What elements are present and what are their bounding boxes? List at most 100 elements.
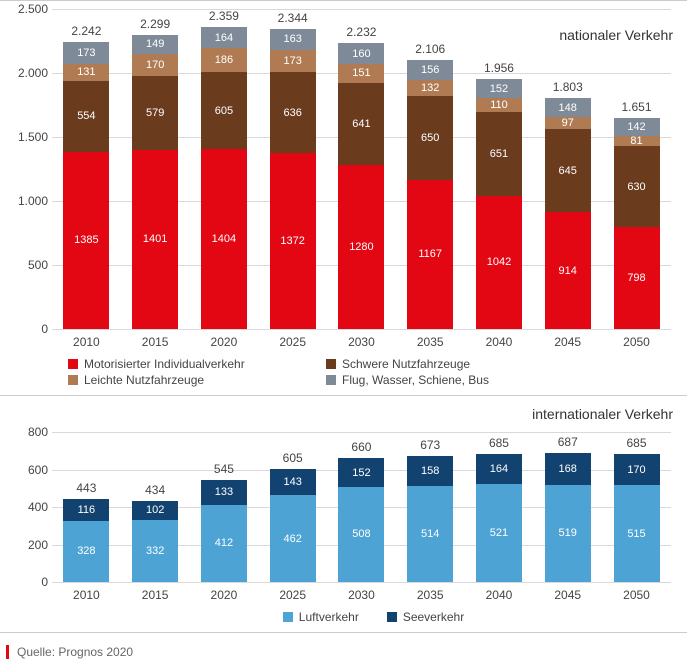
bar-segment: 1167 xyxy=(407,180,453,329)
bar-total-label: 1.956 xyxy=(484,61,514,75)
segment-value-label: 143 xyxy=(283,476,301,488)
bar-segment: 641 xyxy=(338,83,384,165)
x-axis-label: 2030 xyxy=(338,335,384,349)
segment-value-label: 164 xyxy=(490,463,508,475)
segment-value-label: 798 xyxy=(627,272,645,284)
segment-value-label: 515 xyxy=(627,528,645,540)
grid-line xyxy=(52,582,671,583)
bar-segment: 81 xyxy=(614,136,660,146)
bar-segment: 132 xyxy=(407,80,453,97)
x-axis-label: 2035 xyxy=(407,588,453,602)
segment-value-label: 160 xyxy=(352,48,370,60)
x-axis-label: 2040 xyxy=(476,588,522,602)
bar-total-label: 1.803 xyxy=(553,80,583,94)
bar-total-label: 660 xyxy=(351,440,371,454)
segment-value-label: 149 xyxy=(146,38,164,50)
segment-value-label: 163 xyxy=(283,33,301,45)
segment-value-label: 168 xyxy=(559,463,577,475)
source-block: Quelle: Prognos 2020 xyxy=(0,645,687,659)
segment-value-label: 131 xyxy=(77,66,95,78)
bar-total-label: 2.232 xyxy=(346,25,376,39)
segment-value-label: 579 xyxy=(146,107,164,119)
bar-segment: 164 xyxy=(476,454,522,485)
bar-segment: 508 xyxy=(338,487,384,582)
bar-total-label: 443 xyxy=(76,481,96,495)
bar-segment: 1372 xyxy=(270,153,316,329)
bar-column: 2.1061561326501167 xyxy=(407,9,453,329)
bar-segment: 332 xyxy=(132,520,178,582)
segment-value-label: 328 xyxy=(77,545,95,557)
legend-row: Motorisierter IndividualverkehrSchwere N… xyxy=(68,357,679,371)
segment-value-label: 152 xyxy=(490,83,508,95)
bar-column: 1.9561521106511042 xyxy=(476,9,522,329)
bar-segment: 1385 xyxy=(63,152,109,329)
bar-segment: 170 xyxy=(614,454,660,486)
y-axis-label: 600 xyxy=(8,463,48,477)
y-axis-label: 2.000 xyxy=(8,66,48,80)
bar-segment: 158 xyxy=(407,456,453,486)
legend-row: Leichte NutzfahrzeugeFlug, Wasser, Schie… xyxy=(68,373,679,387)
x-axis-label: 2050 xyxy=(614,588,660,602)
x-axis-label: 2045 xyxy=(545,335,591,349)
chart2-x-labels: 201020152020202520302035204020452050 xyxy=(52,588,671,602)
segment-value-label: 1385 xyxy=(74,234,98,246)
segment-value-label: 148 xyxy=(559,102,577,114)
y-axis-label: 500 xyxy=(8,258,48,272)
segment-value-label: 170 xyxy=(146,59,164,71)
bar-total-label: 545 xyxy=(214,462,234,476)
y-axis-label: 800 xyxy=(8,425,48,439)
bar-segment: 651 xyxy=(476,112,522,195)
segment-value-label: 158 xyxy=(421,465,439,477)
bar-segment: 160 xyxy=(338,43,384,63)
y-axis-label: 0 xyxy=(8,575,48,589)
bar-segment: 149 xyxy=(132,35,178,54)
x-axis-label: 2020 xyxy=(201,335,247,349)
legend-item: Seeverkehr xyxy=(387,610,464,624)
bar-total-label: 2.299 xyxy=(140,17,170,31)
legend-label: Luftverkehr xyxy=(299,610,359,624)
bar-segment: 605 xyxy=(201,72,247,149)
segment-value-label: 102 xyxy=(146,504,164,516)
segment-value-label: 412 xyxy=(215,537,233,549)
bar-segment: 914 xyxy=(545,212,591,329)
segment-value-label: 914 xyxy=(559,265,577,277)
segment-value-label: 332 xyxy=(146,545,164,557)
legend-item: Leichte Nutzfahrzeuge xyxy=(68,373,298,387)
segment-value-label: 152 xyxy=(352,467,370,479)
bar-segment: 1280 xyxy=(338,165,384,329)
bar-segment: 173 xyxy=(63,42,109,64)
bar-segment: 152 xyxy=(338,458,384,487)
bar-column: 2.2991491705791401 xyxy=(132,9,178,329)
segment-value-label: 116 xyxy=(78,504,96,516)
x-axis-label: 2050 xyxy=(614,335,660,349)
bar-segment: 515 xyxy=(614,485,660,582)
legend-label: Schwere Nutzfahrzeuge xyxy=(342,357,470,371)
bar-segment: 163 xyxy=(270,29,316,50)
segment-value-label: 641 xyxy=(352,118,370,130)
legend-swatch xyxy=(326,359,336,369)
chart2-title: internationaler Verkehr xyxy=(532,406,673,422)
segment-value-label: 514 xyxy=(421,528,439,540)
x-axis-label: 2020 xyxy=(201,588,247,602)
bar-segment: 412 xyxy=(201,505,247,582)
bar-total-label: 687 xyxy=(558,435,578,449)
bar-segment: 143 xyxy=(270,469,316,496)
bar-total-label: 2.344 xyxy=(278,11,308,25)
bar-column: 605143462 xyxy=(270,432,316,582)
bar-column: 685164521 xyxy=(476,432,522,582)
y-axis-label: 1.500 xyxy=(8,130,48,144)
bar-segment: 514 xyxy=(407,486,453,582)
bar-column: 2.3591641866051404 xyxy=(201,9,247,329)
y-axis-label: 1.000 xyxy=(8,194,48,208)
legend-label: Seeverkehr xyxy=(403,610,464,624)
legend-swatch xyxy=(283,612,293,622)
segment-value-label: 173 xyxy=(77,47,95,59)
x-axis-label: 2040 xyxy=(476,335,522,349)
segment-value-label: 1167 xyxy=(418,248,442,260)
bar-column: 1.80314897645914 xyxy=(545,9,591,329)
bar-segment: 168 xyxy=(545,453,591,485)
national-chart-container: nationaler Verkehr 05001.0001.5002.0002.… xyxy=(0,0,687,396)
segment-value-label: 605 xyxy=(215,105,233,117)
bar-segment: 156 xyxy=(407,60,453,80)
legend-label: Leichte Nutzfahrzeuge xyxy=(84,373,204,387)
